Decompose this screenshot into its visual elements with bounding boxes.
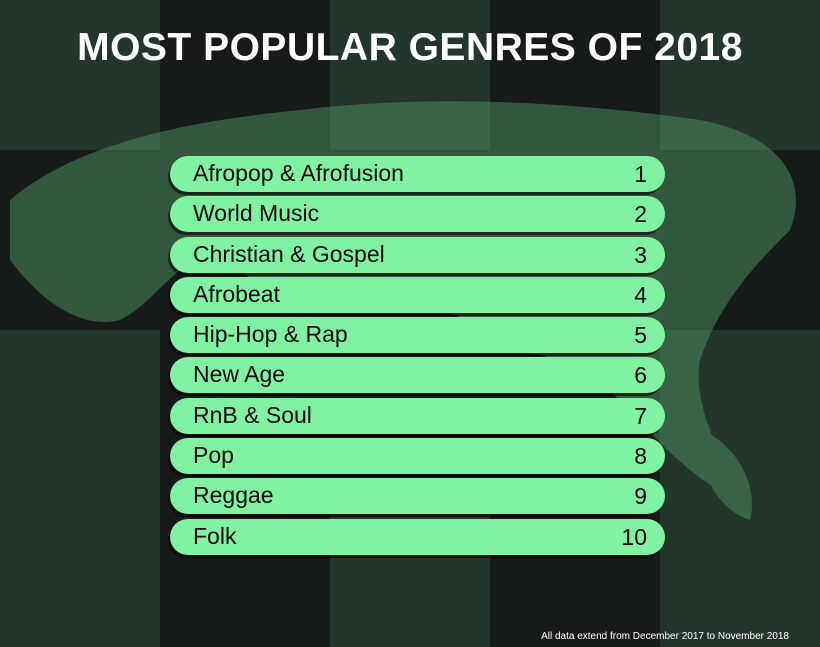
genre-name: RnB & Soul: [193, 401, 312, 428]
genre-row: Pop 8: [170, 438, 665, 475]
genre-name: Christian & Gospel: [193, 240, 385, 267]
genre-row: RnB & Soul 7: [170, 397, 665, 434]
genre-row: Christian & Gospel 3: [170, 236, 665, 273]
genre-name: Folk: [193, 522, 237, 549]
genre-rank: 9: [634, 483, 647, 510]
genre-rank: 6: [634, 362, 647, 389]
genre-row: Reggae 9: [170, 478, 665, 515]
genre-name: Afropop & Afrofusion: [193, 160, 404, 186]
genre-name: Pop: [193, 442, 234, 469]
title: MOST POPULAR GENRES OF 2018: [77, 26, 743, 69]
genre-list: Afropop & Afrofusion 1 World Music 2 Christi…: [170, 156, 665, 559]
genre-row: New Age 6: [170, 357, 665, 394]
genre-name: Reggae: [193, 482, 274, 509]
genre-rank: 1: [634, 161, 647, 187]
genre-row: Folk 10: [170, 518, 665, 555]
genre-name: Hip-Hop & Rap: [193, 321, 348, 348]
genre-row: Afrobeat 4: [170, 276, 665, 313]
genre-row: World Music 2: [170, 196, 665, 233]
genre-row: Afropop & Afrofusion 1: [170, 156, 665, 192]
genre-name: World Music: [193, 200, 320, 227]
genre-name: New Age: [193, 361, 286, 388]
genre-rank: 5: [634, 322, 647, 349]
genre-rank: 10: [621, 523, 647, 550]
genre-row: Hip-Hop & Rap 5: [170, 317, 665, 354]
footnote: All data extend from December 2017 to No…: [541, 631, 789, 642]
genre-rank: 3: [634, 241, 647, 268]
genre-rank: 7: [634, 402, 647, 429]
genre-rank: 2: [634, 201, 647, 228]
genre-rank: 8: [634, 443, 647, 470]
genre-rank: 4: [634, 281, 647, 308]
genre-name: Afrobeat: [193, 280, 280, 307]
